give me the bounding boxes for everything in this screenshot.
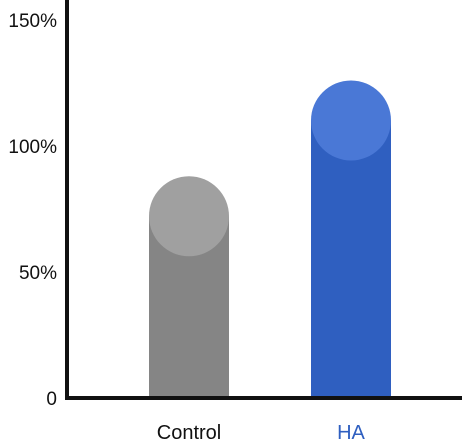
y-axis-ticks: 0 50% 100% 150% — [8, 11, 57, 410]
bar-cap — [311, 80, 391, 161]
y-tick-label: 100% — [8, 137, 57, 158]
bars-group — [149, 80, 391, 398]
y-tick-label: 50% — [19, 263, 57, 284]
bar-body — [311, 120, 391, 398]
x-axis-labels: Control HA — [157, 422, 366, 444]
bar-control — [149, 176, 229, 398]
x-category-label: HA — [337, 422, 365, 444]
y-tick-label: 0 — [46, 389, 57, 410]
bar-ha — [311, 80, 391, 398]
y-tick-label: 150% — [8, 11, 57, 32]
x-category-label: Control — [157, 422, 221, 444]
bar-cap — [149, 176, 229, 257]
